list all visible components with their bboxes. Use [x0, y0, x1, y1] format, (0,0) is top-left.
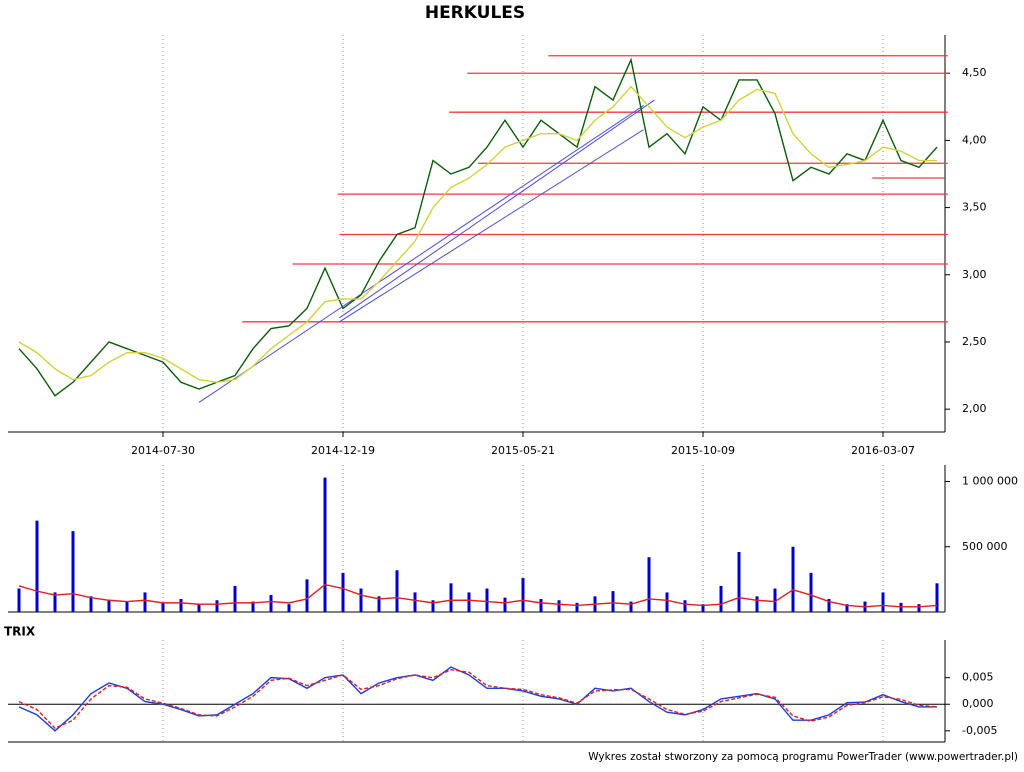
y-tick-label: 0,005: [962, 671, 994, 684]
bar: [629, 601, 633, 612]
bar: [503, 597, 507, 612]
bar: [233, 585, 237, 612]
x-tick-label: 2014-12-19: [311, 444, 375, 457]
bar: [755, 596, 759, 612]
bar: [305, 579, 309, 612]
x-tick-label: 2014-07-30: [131, 444, 195, 457]
series-line: [18, 666, 937, 732]
bar: [269, 595, 273, 612]
bar: [719, 585, 723, 612]
trend-line: [339, 129, 644, 323]
series-line: [18, 668, 938, 730]
bar: [647, 557, 651, 612]
bar: [431, 600, 435, 612]
y-tick-label: 500 000: [962, 540, 1008, 553]
trend-line: [198, 105, 644, 403]
bar: [683, 600, 687, 612]
bar: [845, 604, 849, 612]
bar: [881, 592, 885, 612]
bar: [557, 600, 561, 612]
bar: [161, 602, 165, 612]
bar: [413, 592, 417, 612]
bar: [125, 601, 129, 612]
series-line: [18, 85, 937, 383]
bar: [323, 477, 327, 612]
y-tick-label: 0,000: [962, 697, 994, 710]
bar: [377, 596, 381, 612]
y-tick-label: 2,50: [962, 335, 987, 348]
panel-title: TRIX: [4, 625, 36, 639]
bar: [341, 572, 345, 612]
series-line: [18, 57, 938, 397]
bar: [107, 600, 111, 612]
y-tick-label: 4,00: [962, 133, 987, 146]
bar: [773, 588, 777, 612]
bar: [251, 601, 255, 612]
bar: [611, 591, 615, 612]
y-tick-label: 4,50: [962, 66, 987, 79]
bar: [179, 598, 183, 612]
bar: [575, 602, 579, 612]
bar: [917, 604, 921, 612]
y-tick-label: 3,50: [962, 201, 987, 214]
bar: [791, 546, 795, 612]
bar: [287, 604, 291, 612]
x-tick-label: 2015-05-21: [491, 444, 555, 457]
trend-line: [339, 99, 655, 319]
bar: [935, 583, 939, 612]
bar: [665, 592, 669, 612]
bar: [449, 583, 453, 612]
y-tick-label: 1 000 000: [962, 475, 1018, 488]
bar: [143, 592, 147, 612]
y-tick-label: -0,005: [962, 724, 997, 737]
bar: [215, 600, 219, 612]
bar: [467, 592, 471, 612]
footer: Wykres został stworzony za pomocą progra…: [588, 751, 1018, 763]
bar: [35, 520, 39, 612]
bar: [485, 588, 489, 612]
bar: [17, 588, 21, 612]
bar: [359, 588, 363, 612]
bar: [521, 578, 525, 612]
bar: [89, 596, 93, 612]
bar: [71, 531, 75, 612]
bar: [737, 551, 741, 612]
x-tick-label: 2016-03-07: [851, 444, 915, 457]
bar: [809, 572, 813, 612]
bar: [395, 570, 399, 612]
bar: [827, 598, 831, 612]
bar: [539, 598, 543, 612]
y-tick-label: 2,00: [962, 402, 987, 415]
x-tick-label: 2015-10-09: [671, 444, 735, 457]
bar: [197, 604, 201, 612]
y-tick-label: 3,00: [962, 268, 987, 281]
chart-title: HERKULES: [425, 3, 525, 23]
bar: [701, 604, 705, 612]
bar: [53, 592, 57, 612]
series-line: [18, 583, 938, 608]
